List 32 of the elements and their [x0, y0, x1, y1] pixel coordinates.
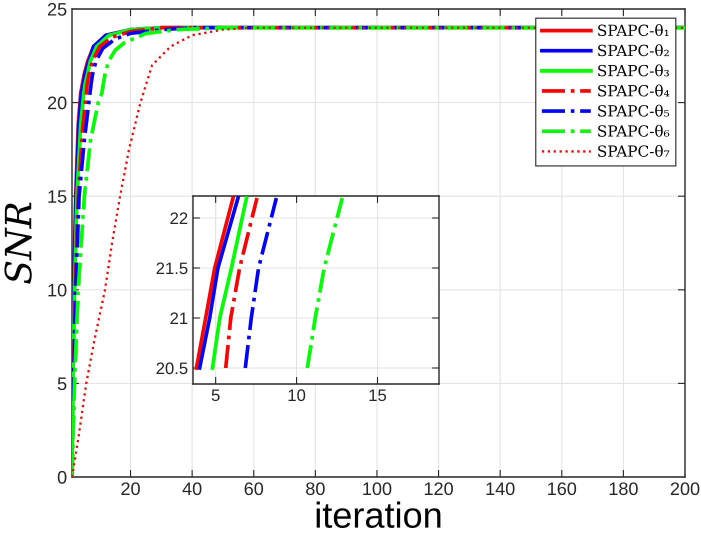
y-tick-label: 21 — [170, 312, 188, 324]
x-tick-label: 160 — [548, 482, 576, 496]
legend-label: SPAPC-θ₃ — [598, 64, 669, 76]
legend-label: SPAPC-θ₂ — [598, 44, 669, 56]
legend-label: SPAPC-θ₄ — [598, 84, 670, 97]
y-tick-label: 21.5 — [156, 262, 188, 274]
x-tick-label: 15 — [370, 389, 386, 402]
x-axis-title: iteration — [316, 501, 440, 528]
y-tick-label: 10 — [48, 284, 66, 297]
x-tick-label: 10 — [288, 389, 306, 402]
y-tick-label: 5 — [58, 378, 66, 390]
x-tick-label: 120 — [424, 482, 453, 496]
y-tick-label: 0 — [58, 470, 66, 484]
x-tick-label: 180 — [610, 482, 638, 496]
y-tick-label: 25 — [48, 2, 66, 16]
x-tick-label: 40 — [182, 482, 202, 496]
x-tick-label: 80 — [306, 482, 325, 496]
legend-label: SPAPC-θ₆ — [598, 124, 670, 137]
x-tick-label: 100 — [363, 482, 392, 496]
y-tick-label: 20 — [48, 96, 66, 110]
y-tick-label: 22 — [170, 212, 188, 224]
legend-label: SPAPC-θ₇ — [598, 144, 670, 157]
legend-label: SPAPC-θ₅ — [598, 104, 670, 117]
x-tick-label: 140 — [486, 482, 515, 496]
legend-label: SPAPC-θ₁ — [598, 24, 669, 36]
y-axis-title: SNR — [4, 202, 32, 284]
x-tick-label: 5 — [212, 389, 220, 402]
y-tick-label: 20.5 — [156, 362, 188, 374]
x-tick-label: 20 — [121, 482, 140, 496]
x-tick-label: 60 — [244, 482, 264, 496]
x-tick-label: 200 — [670, 482, 700, 496]
y-tick-label: 15 — [48, 190, 66, 203]
